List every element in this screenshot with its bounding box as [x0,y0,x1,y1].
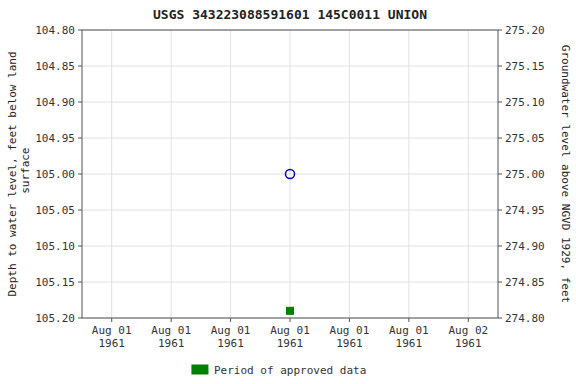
tick-label: Aug 021961 [448,324,488,350]
tick-label: 104.85 [35,60,75,73]
marks [286,170,295,315]
tick-mark [498,66,502,67]
text-line: 1961 [277,337,304,350]
tick-mark [78,246,82,247]
text-line: 1961 [396,337,423,350]
grid-line [171,30,172,318]
tick-label: 275.20 [505,24,545,37]
tick-mark [349,318,350,322]
y2-axis-label: Groundwater level above NGVD 1929, feet [559,45,572,303]
tick-label: Aug 011961 [330,324,370,350]
tick-mark [78,102,82,103]
tick-label: 105.20 [35,312,75,325]
tick-mark [78,138,82,139]
tick-label: 105.00 [35,168,75,181]
tick-label: Aug 011961 [270,324,310,350]
grid-line [468,30,469,318]
tick-mark [498,210,502,211]
legend-swatch [192,365,208,374]
grid-line [290,30,291,318]
tick-mark [78,30,82,31]
tick-mark [230,318,231,322]
tick-mark [498,102,502,103]
tick-mark [498,318,502,319]
text-line: Aug 02 [448,324,488,337]
tick-label: 104.95 [35,132,75,145]
tick-mark [498,138,502,139]
tick-label: 275.10 [505,96,545,109]
grid-line [408,30,409,318]
chart: 104.80 104.85 104.90 104.95 105.00 105.05 105.… [0,0,576,384]
tick-mark [171,318,172,322]
tick-label: 274.85 [505,276,545,289]
tick-mark [498,246,502,247]
tick-mark [111,318,112,322]
tick-label: 274.80 [505,312,545,325]
background [0,0,576,384]
tick-label: 275.00 [505,168,545,181]
tick-mark [78,66,82,67]
tick-mark [498,174,502,175]
text-line: Aug 01 [211,324,251,337]
text-line: 1961 [217,337,244,350]
tick-label: Aug 011961 [92,324,132,350]
tick-mark [290,318,291,322]
tick-label: 274.95 [505,204,545,217]
tick-mark [408,318,409,322]
tick-mark [78,174,82,175]
tick-mark [78,210,82,211]
tick-label: 274.90 [505,240,545,253]
tick-label: 275.15 [505,60,545,73]
text-line: Aug 01 [151,324,191,337]
y-axis-label: Depth to water level, feet below land su… [6,51,32,296]
text-line: 1961 [98,337,125,350]
grid-line [230,30,231,318]
tick-mark [498,282,502,283]
text-line: Aug 01 [270,324,310,337]
point [287,307,294,314]
text-line: Aug 01 [389,324,429,337]
tick-label: 105.05 [35,204,75,217]
tick-label: 275.05 [505,132,545,145]
text-line: Depth to water level, feet below land [6,51,19,296]
point [286,170,295,179]
tick-label: Aug 011961 [389,324,429,350]
grid [82,30,498,318]
tick-label: 105.10 [35,240,75,253]
legend-label: Period of approved data [214,364,366,377]
tick-mark [498,30,502,31]
tick-mark [468,318,469,322]
text-line: Aug 01 [92,324,132,337]
text-line: 1961 [336,337,363,350]
x-axis: Aug 011961Aug 011961Aug 011961Aug 011961… [92,318,488,350]
tick-label: Aug 011961 [151,324,191,350]
text-line: 1961 [158,337,185,350]
grid-line [349,30,350,318]
tick-label: 104.90 [35,96,75,109]
tick-label: Aug 011961 [211,324,251,350]
legend: Period of approved data [192,364,366,377]
y2-axis: 274.80 274.85 274.90 274.95 275.00 275.05 275.… [498,24,545,325]
y-axis: 104.80 104.85 104.90 104.95 105.00 105.05 105.… [35,24,82,325]
grid-line [111,30,112,318]
title: USGS 343223088591601 145C0011 UNION [153,7,427,22]
tick-mark [78,282,82,283]
tick-label: 104.80 [35,24,75,37]
tick-mark [78,318,82,319]
tick-label: 105.15 [35,276,75,289]
plot-frame [82,30,498,318]
text-line: surface [19,148,32,201]
text-line: Aug 01 [330,324,370,337]
text-line: 1961 [455,337,482,350]
